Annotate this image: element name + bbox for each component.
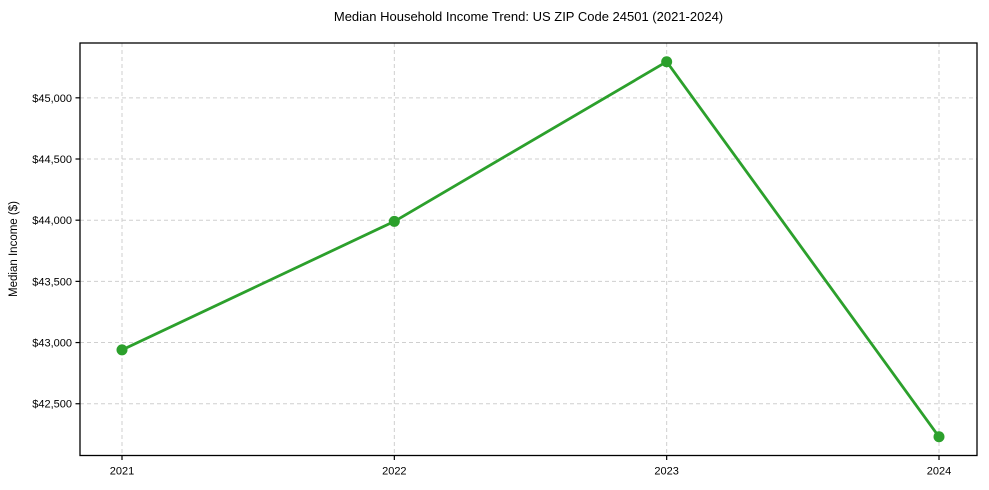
x-tick-label: 2022 [382,466,406,478]
data-point-marker [116,344,128,356]
x-tick-label: 2023 [654,466,678,478]
x-tick-label: 2024 [927,466,951,478]
y-tick-label: $43,500 [32,276,72,288]
chart-title: Median Household Income Trend: US ZIP Co… [333,9,724,24]
x-tick-label: 2021 [110,466,134,478]
income-trend-line [120,60,941,439]
data-point-marker [661,56,673,68]
y-tick-label: $43,000 [32,338,72,350]
plot-border [79,42,978,457]
y-tick-label: $45,000 [32,93,72,105]
y-tick-label: $42,500 [32,399,72,411]
data-point-marker [388,215,400,227]
data-point-marker [933,431,945,443]
y-tick-label: $44,000 [32,215,72,227]
y-tick-label: $44,500 [32,154,72,166]
